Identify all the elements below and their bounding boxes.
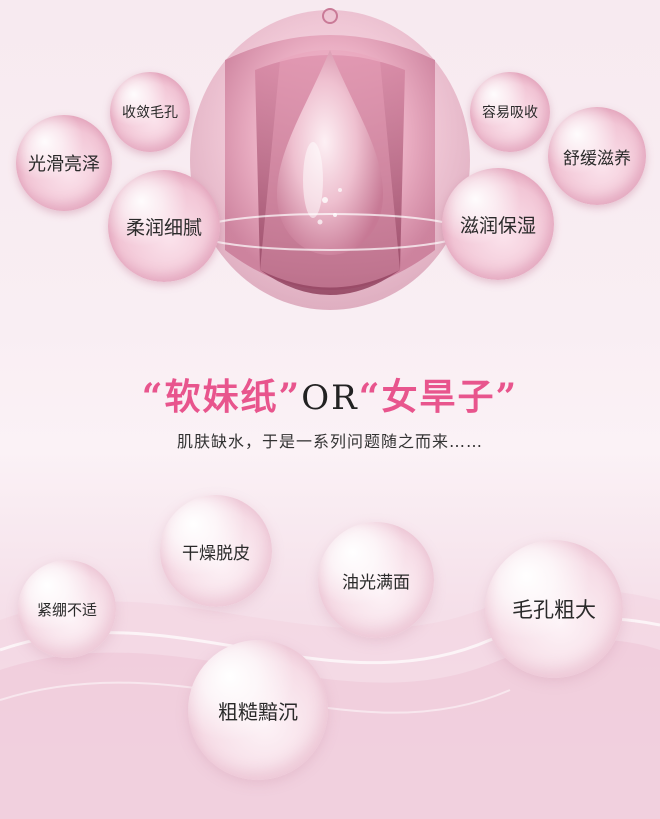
headline-dry-girl: 女旱子 [381,376,495,418]
quote-open: “ [359,376,382,418]
benefit-label: 滋润保湿 [460,211,536,238]
benefit-easy-absorb: 容易吸收 [470,72,550,152]
flower-drop-image [185,0,475,325]
benefit-smooth-shiny: 光滑亮泽 [16,115,112,211]
problem-label: 紧绷不适 [37,599,97,620]
benefit-label: 光滑亮泽 [28,150,100,176]
headline: “软妹纸”OR“女旱子” [0,368,660,420]
benefit-soft-fine: 柔润细腻 [108,170,220,282]
problem-label: 粗糙黯沉 [218,696,298,725]
problem-tight: 紧绷不适 [18,560,116,658]
benefit-label: 容易吸收 [482,102,538,122]
headline-or: OR [301,378,358,418]
benefit-soothing: 舒缓滋养 [548,107,646,205]
problem-dry-peel: 干燥脱皮 [160,495,272,607]
problem-label: 油光满面 [342,568,410,593]
problem-label: 毛孔粗大 [512,594,596,624]
headline-soft-girl: 软妹纸 [165,376,279,418]
problem-oily: 油光满面 [318,522,434,638]
problem-rough-dull: 粗糙黯沉 [188,640,328,780]
benefit-label: 收敛毛孔 [122,102,178,122]
benefit-moisturize: 滋润保湿 [442,168,554,280]
benefit-label: 舒缓滋养 [563,144,631,169]
benefit-label: 柔润细腻 [126,213,202,240]
product-illustration [185,0,475,325]
problem-label: 干燥脱皮 [182,539,250,564]
quote-close: ” [495,376,518,418]
quote-open: “ [142,376,165,418]
subheadline: 肌肤缺水，于是一系列问题随之而来…… [0,428,660,452]
problem-large-pores: 毛孔粗大 [485,540,623,678]
quote-close: ” [279,376,302,418]
benefit-shrink-pores: 收敛毛孔 [110,72,190,152]
